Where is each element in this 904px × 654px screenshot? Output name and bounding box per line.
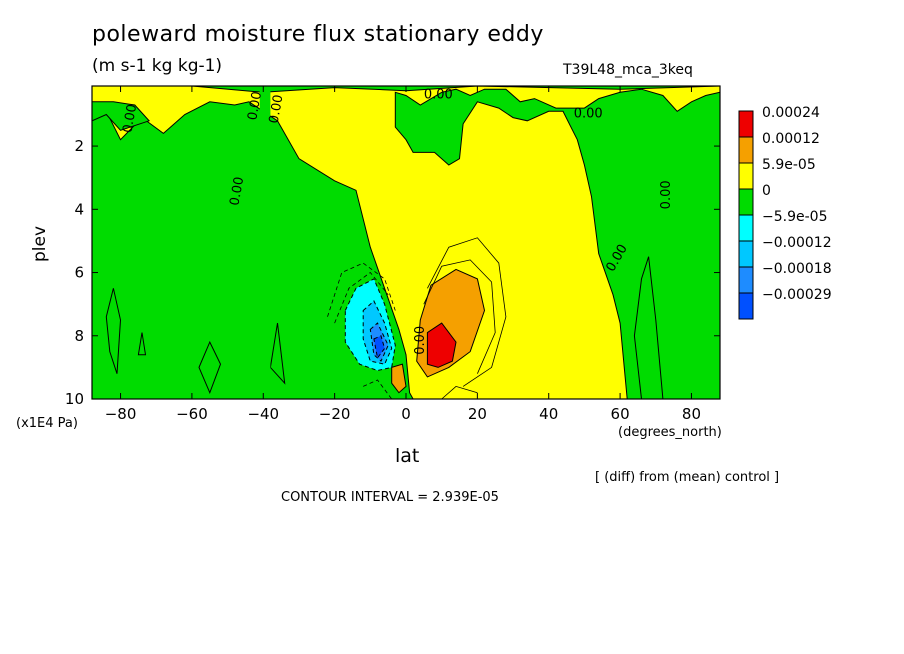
plot-axes: −80 −60 −40 −20 0 20 40 60 80 2 4 6 8 10 [65,85,721,423]
contour-line-4 [334,271,389,324]
contour-label: 0.00 [413,326,428,355]
y-tick-label: 4 [74,200,84,218]
run-label: T39L48_mca_3keq [563,62,693,78]
x-axis-label: lat [395,445,420,467]
negative-region-6 [137,332,147,356]
y-tick-label: 8 [74,327,84,345]
contour-line-6 [363,379,393,400]
negative-region-5 [105,288,122,374]
x-tick-label: 60 [611,405,630,423]
contour-label: 0.00 [120,103,140,134]
x-axis-unit: (degrees_north) [618,425,722,440]
negative-region-8 [269,323,286,385]
y-tick-label: 2 [74,137,84,155]
legend-swatch [738,188,754,216]
positive-core-3 [391,363,407,394]
negative-core-4 [373,335,386,360]
y-axis-unit: (x1E4 Pa) [16,416,78,431]
legend-label: −5.9e-05 [762,209,827,225]
legend-swatch [738,240,754,268]
negative-region-1 [91,101,414,400]
contour-line-3 [327,262,396,317]
x-tick-label: 0 [401,405,411,423]
contour-label: 0.00 [659,180,674,209]
x-tick-label: −80 [105,405,137,423]
legend-swatch [738,266,754,294]
contour-fields [91,85,721,400]
x-tick-label: 40 [539,405,558,423]
x-tick-label: −20 [319,405,351,423]
legend-swatch [738,214,754,242]
legend-label: −0.00018 [762,261,832,277]
diff-note: [ (diff) from (mean) control ] [595,470,780,485]
x-tick-label: 20 [468,405,487,423]
contour-label: 0.00 [227,176,247,207]
legend-swatch [738,110,754,138]
contour-label: 0.00 [267,94,287,125]
x-tick-label: −60 [176,405,208,423]
legend-label: 0.00024 [762,105,820,121]
negative-spike-fill [259,86,271,399]
positive-core-2 [426,322,457,368]
y-tick-label: 6 [74,264,84,282]
negative-region-2 [91,101,150,131]
y-tick-label: 10 [65,390,84,408]
negative-region-7 [198,340,222,395]
legend-label: 0 [762,183,771,199]
contour-label: 0.00 [574,107,603,122]
legend-swatch [738,136,754,164]
legend-label: −0.00012 [762,235,832,251]
x-tick-label: −40 [247,405,279,423]
chart-title: poleward moisture flux stationary eddy [92,22,544,47]
contour-label: 0.00 [245,90,265,121]
legend-label: 0.00012 [762,131,820,147]
color-legend: 0.00024 0.00012 5.9e-05 0 −5.9e-05 −0.00012 −0… [738,105,832,320]
legend-label: 5.9e-05 [762,157,816,173]
chart-units: (m s-1 kg kg-1) [92,56,223,76]
legend-label: −0.00029 [762,287,832,303]
contour-line-5 [441,385,478,400]
contour-line-1 [427,237,507,387]
contour-interval: CONTOUR INTERVAL = 2.939E-05 [281,490,499,505]
x-tick-label: 80 [682,405,701,423]
contour-line-2 [423,259,496,374]
legend-swatch [738,162,754,190]
legend-swatch [738,292,754,320]
contour-label: 0.00 [424,88,453,103]
